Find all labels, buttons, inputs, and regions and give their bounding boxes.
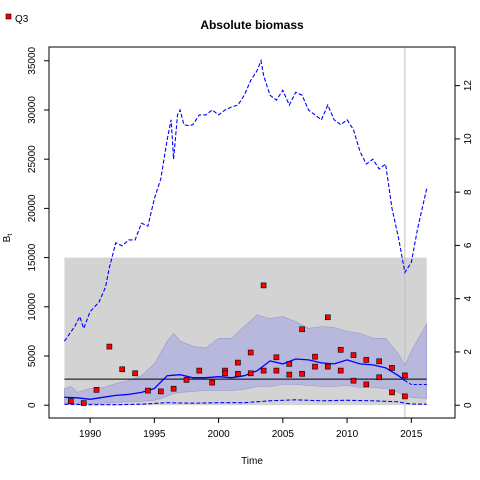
biomass-forecast-line: [404, 380, 427, 385]
q3-point: [222, 370, 228, 377]
q3-point: [389, 389, 395, 396]
q3-point: [389, 365, 395, 371]
y2-tick-label: 0: [463, 402, 474, 408]
axes: 1990 1995 2000 2005 2010 20150500010000150002…: [27, 46, 474, 440]
biomass-credible-band: [64, 314, 428, 405]
y-axis-label-main: B: [2, 235, 13, 242]
q3-point: [196, 367, 203, 374]
y-axis-label-subscript: t: [7, 234, 14, 236]
q3-point: [93, 386, 100, 393]
y2-tick-label: 4: [463, 295, 474, 301]
y2-tick-label: 2: [463, 349, 474, 355]
q3-point: [260, 282, 267, 289]
legend: Q3: [5, 13, 29, 25]
q3-point: [158, 388, 164, 395]
y-tick-label: 30000: [27, 96, 38, 124]
q3-point: [170, 385, 177, 392]
biomass-median-line: [64, 358, 406, 400]
q3-point: [337, 367, 344, 374]
chart-title: Absolute biomass: [200, 18, 304, 32]
q3-point: [247, 370, 254, 377]
q3-point: [337, 346, 344, 353]
q3-point: [106, 343, 113, 350]
q3-point: [209, 379, 215, 386]
q3-point: [119, 366, 125, 373]
q3-point: [132, 370, 138, 377]
q3-point: [299, 326, 305, 333]
q3-point: [376, 358, 383, 365]
q3-point: [363, 381, 370, 388]
y2-tick-label: 12: [463, 80, 474, 92]
q3-point: [183, 377, 190, 383]
x-tick-label: 2010: [336, 429, 359, 440]
lower-bound-dashed-line: [64, 399, 427, 406]
y2-tick-label: 10: [463, 133, 474, 145]
y-tick-label: 25000: [27, 145, 38, 173]
x-tick-label: 2015: [400, 429, 423, 440]
y-tick-label: 15000: [27, 243, 38, 271]
q3-point: [273, 354, 280, 361]
x-axis-label: Time: [241, 456, 263, 467]
x-tick-label: 2005: [272, 429, 295, 440]
q3-point: [312, 353, 318, 360]
y2-tick-label: 8: [463, 189, 474, 195]
q3-point: [299, 370, 305, 377]
x-tick-label: 1995: [143, 429, 166, 440]
y-tick-label: 0: [27, 402, 38, 408]
q3-point: [145, 387, 151, 394]
q3-point: [324, 314, 331, 321]
q3-point: [286, 371, 293, 378]
q3-point: [402, 393, 408, 400]
q3-point: [273, 367, 280, 374]
y-axis-label: Bt: [2, 234, 14, 243]
q3-point: [235, 359, 241, 366]
q3-point: [260, 367, 267, 374]
x-tick-label: 1990: [79, 429, 102, 440]
q3-point: [68, 398, 74, 405]
q3-point: [376, 374, 383, 381]
q3-point: [247, 349, 254, 356]
q3-point: [350, 352, 357, 358]
legend-q3-marker: [5, 13, 12, 20]
q3-point: [402, 372, 408, 379]
q3-point: [350, 377, 357, 384]
plot-frame: [48, 46, 456, 419]
x-tick-label: 2000: [207, 429, 230, 440]
q3-point: [80, 400, 87, 406]
plot-area: [63, 47, 428, 418]
y-tick-label: 5000: [27, 344, 38, 367]
upper-bound-dashed-line: [63, 58, 428, 342]
q3-point: [324, 363, 331, 370]
legend-q3-label: Q3: [15, 14, 29, 25]
q3-point: [363, 357, 370, 363]
q3-point: [286, 361, 293, 367]
y-tick-label: 20000: [27, 194, 38, 222]
y-tick-label: 10000: [27, 292, 38, 320]
y-tick-label: 35000: [27, 46, 38, 74]
q3-point: [312, 363, 318, 370]
y2-tick-label: 6: [463, 242, 474, 248]
q3-point: [235, 370, 241, 377]
